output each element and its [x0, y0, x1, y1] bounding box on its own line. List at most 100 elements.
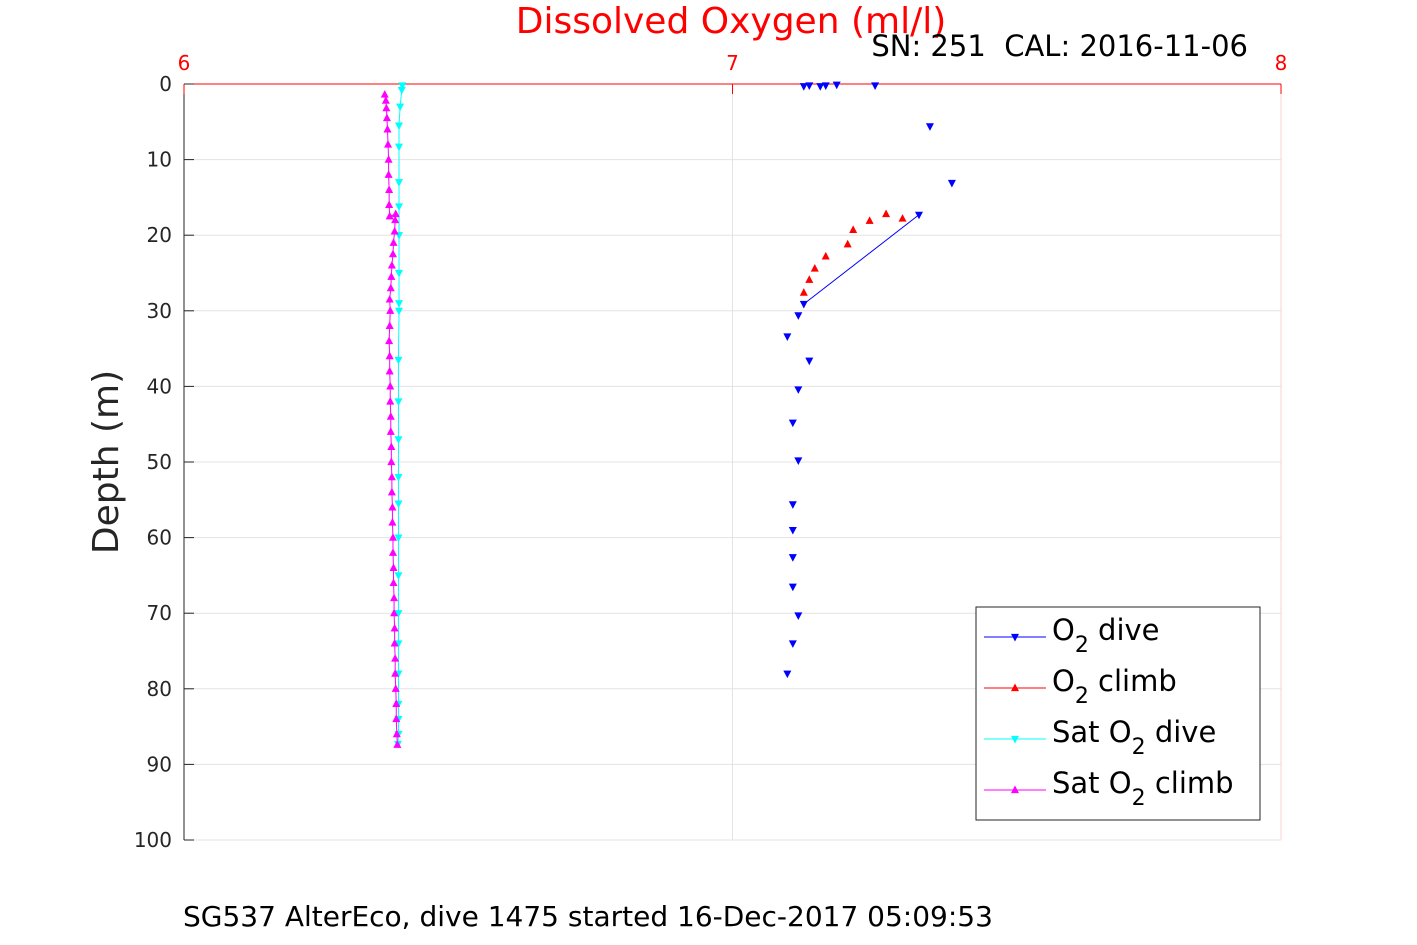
- data-point: [386, 427, 395, 435]
- data-point: [810, 263, 819, 272]
- data-point: [384, 170, 393, 178]
- data-point: [794, 386, 803, 394]
- data-point: [381, 96, 390, 104]
- data-point: [387, 457, 396, 466]
- data-point: [389, 238, 398, 246]
- plot-area: [380, 81, 956, 749]
- chart-caption: SG537 AlterEco, dive 1475 started 16-Dec…: [183, 900, 993, 933]
- chart-subtitle: SN: 251 CAL: 2016-11-06: [871, 29, 1248, 63]
- data-point: [386, 381, 395, 390]
- data-point: [385, 294, 394, 303]
- data-point: [384, 155, 393, 163]
- x-tick-label: 6: [178, 51, 191, 75]
- data-point: [388, 533, 397, 541]
- data-point: [788, 583, 797, 592]
- chart-title: Dissolved Oxygen (ml/l): [516, 1, 947, 42]
- y-tick-label: 40: [147, 374, 172, 398]
- legend-marker: [1011, 785, 1019, 794]
- y-tick-label: 80: [147, 677, 172, 701]
- data-point: [388, 517, 397, 526]
- data-point: [385, 211, 394, 220]
- data-point: [783, 333, 792, 341]
- data-point: [788, 526, 797, 535]
- legend-label: Sat O2 climb: [1052, 766, 1234, 811]
- legend-label-base: O: [1052, 664, 1075, 698]
- data-point: [392, 729, 401, 738]
- legend-label-rest: dive: [1146, 715, 1217, 749]
- data-point: [788, 640, 797, 648]
- legend-label-base: Sat O: [1052, 766, 1132, 800]
- legend-label-subscript: 2: [1075, 684, 1089, 709]
- data-point: [390, 593, 399, 602]
- legend-label-rest: climb: [1089, 664, 1177, 698]
- legend-marker: [1011, 633, 1019, 642]
- data-point: [390, 226, 399, 235]
- series-o2_climb: [799, 209, 907, 296]
- data-point: [395, 269, 404, 278]
- data-point: [794, 312, 803, 320]
- legend-label: O2 dive: [1052, 613, 1160, 658]
- data-point: [865, 216, 874, 224]
- legend-label-subscript: 2: [1075, 633, 1089, 658]
- data-point: [788, 419, 797, 428]
- data-point: [386, 283, 395, 292]
- legend-label-subscript: 2: [1132, 786, 1146, 811]
- y-tick-label: 0: [159, 72, 172, 96]
- data-point: [391, 209, 400, 218]
- data-point: [882, 209, 891, 218]
- data-point: [387, 487, 396, 496]
- data-point: [805, 357, 814, 366]
- x-tick-label: 7: [726, 51, 739, 75]
- data-point: [387, 472, 396, 481]
- data-point: [395, 300, 404, 308]
- series-o2_dive: [783, 81, 956, 679]
- legend-label-rest: dive: [1089, 613, 1160, 647]
- legend-entry: O2 climb: [984, 664, 1177, 709]
- data-point: [843, 239, 852, 248]
- data-point: [783, 670, 792, 679]
- data-point: [387, 260, 396, 269]
- data-point: [898, 214, 907, 222]
- data-point: [386, 397, 395, 405]
- data-point: [391, 684, 400, 692]
- legend-entry: Sat O2 climb: [984, 766, 1234, 811]
- legend-label: O2 climb: [1052, 664, 1177, 709]
- y-tick-label: 30: [147, 299, 172, 323]
- data-point: [395, 179, 404, 187]
- data-point: [871, 82, 880, 91]
- data-point: [389, 578, 398, 587]
- data-point: [394, 500, 403, 509]
- data-point: [392, 699, 401, 708]
- data-point: [788, 501, 797, 509]
- legend-label-base: O: [1052, 613, 1075, 647]
- y-tick-label: 60: [147, 526, 172, 550]
- data-point: [799, 288, 808, 296]
- data-point: [394, 534, 403, 543]
- legend-label-subscript: 2: [1132, 735, 1146, 760]
- data-point: [388, 548, 397, 556]
- data-point: [393, 740, 402, 748]
- data-point: [382, 113, 391, 122]
- data-point: [799, 83, 808, 91]
- data-point: [396, 103, 405, 112]
- data-point: [832, 81, 841, 90]
- data-point: [395, 122, 404, 131]
- data-point: [388, 249, 397, 258]
- data-point: [799, 300, 808, 309]
- data-point: [925, 123, 934, 131]
- series-sat_o2_climb: [380, 90, 402, 748]
- data-point: [386, 306, 395, 314]
- data-point: [391, 669, 400, 677]
- data-point: [805, 82, 814, 91]
- data-point: [388, 502, 397, 511]
- data-point: [788, 554, 797, 562]
- data-point: [389, 563, 398, 571]
- legend-marker: [1011, 683, 1019, 692]
- legend-entry: Sat O2 dive: [984, 715, 1216, 760]
- data-point: [821, 82, 830, 91]
- data-point: [384, 139, 393, 148]
- data-point: [385, 351, 394, 360]
- y-tick-label: 100: [134, 828, 172, 852]
- data-point: [395, 203, 404, 211]
